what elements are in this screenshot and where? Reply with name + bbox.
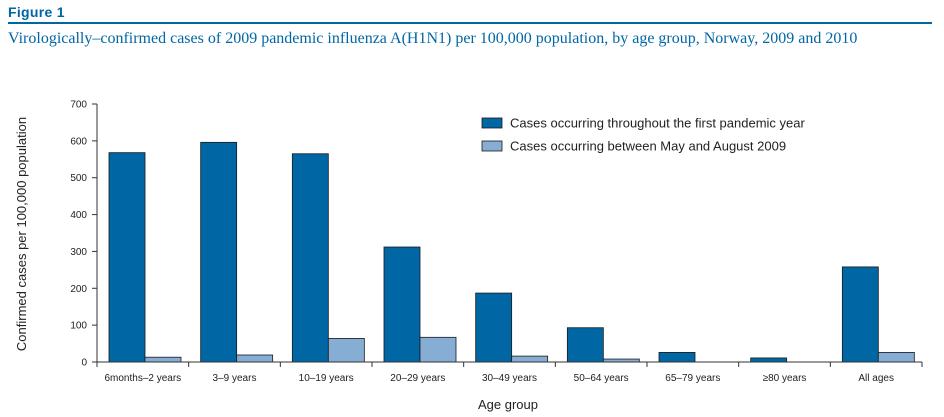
legend-swatch xyxy=(481,140,503,152)
x-tick-label: 30–49 years xyxy=(482,373,537,384)
bar-first-pandemic-year xyxy=(200,141,238,363)
x-tick-label: 10–19 years xyxy=(299,373,354,384)
y-tick-label: 200 xyxy=(70,284,87,295)
figure-label: Figure 1 xyxy=(8,4,65,20)
bar-first-pandemic-year xyxy=(475,292,513,363)
x-tick-label: 20–29 years xyxy=(390,373,445,384)
bar-first-pandemic-year xyxy=(566,327,604,363)
bars xyxy=(108,141,915,363)
x-axis-ticks: 6months–2 years 3–9 years 10–19 years 20–29… xyxy=(96,362,923,384)
x-tick-label: 6months–2 years xyxy=(104,373,181,384)
bar-may-august-2009 xyxy=(236,354,274,363)
y-axis-ticks: 0 100 200 300 400 500 600 700 xyxy=(70,100,97,369)
x-tick-label: 3–9 years xyxy=(213,373,257,384)
bar-may-august-2009 xyxy=(877,352,915,363)
figure-title: Virologically–confirmed cases of 2009 pa… xyxy=(8,30,858,47)
bar-first-pandemic-year xyxy=(750,357,788,363)
y-tick-label: 700 xyxy=(70,100,87,111)
bar-first-pandemic-year xyxy=(841,266,879,363)
x-tick-label: 50–64 years xyxy=(574,373,629,384)
x-tick-label: ≥80 years xyxy=(763,373,807,384)
legend-label: Cases occurring between May and August 2… xyxy=(510,139,786,154)
y-axis-title: Confirmed cases per 100,000 population xyxy=(14,117,29,351)
legend-label: Cases occurring throughout the first pan… xyxy=(510,116,805,131)
bar-may-august-2009 xyxy=(511,355,549,363)
bar-first-pandemic-year xyxy=(108,152,146,363)
y-tick-label: 400 xyxy=(70,210,87,221)
bar-may-august-2009 xyxy=(419,336,457,363)
bar-may-august-2009 xyxy=(144,356,182,363)
y-tick-label: 100 xyxy=(70,321,87,332)
x-tick-label: All ages xyxy=(858,373,894,384)
bar-may-august-2009 xyxy=(327,338,365,363)
y-tick-label: 300 xyxy=(70,247,87,258)
x-tick-label: 65–79 years xyxy=(665,373,720,384)
legend-swatch xyxy=(481,117,503,129)
y-tick-label: 0 xyxy=(81,358,87,369)
y-tick-label: 500 xyxy=(70,173,87,184)
bar-first-pandemic-year xyxy=(658,352,696,363)
bar-first-pandemic-year xyxy=(383,246,421,363)
legend: Cases occurring throughout the first pan… xyxy=(481,116,805,154)
figure-header-rule xyxy=(8,22,932,24)
y-tick-label: 600 xyxy=(70,136,87,147)
x-axis-title: Age group xyxy=(478,397,538,412)
bar-first-pandemic-year xyxy=(291,153,329,363)
